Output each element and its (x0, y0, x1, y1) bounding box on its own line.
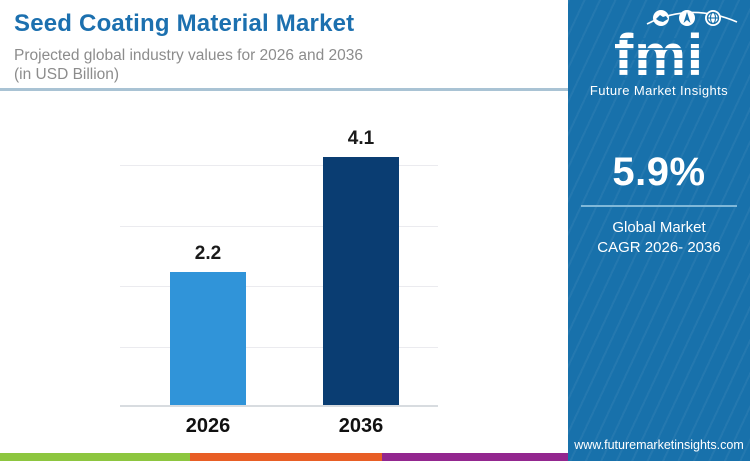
gridline-2 (120, 286, 438, 287)
footer-stripe-green (0, 453, 190, 461)
header: Seed Coating Material Market Projected g… (14, 10, 554, 84)
bar-value-label-2036: 4.1 (347, 128, 375, 149)
x-axis-label-2036: 2036 (338, 415, 384, 437)
bar-group-2026: 2.2 (170, 243, 246, 405)
x-axis-baseline (120, 405, 438, 407)
x-axis-label-2026: 2026 (185, 415, 231, 437)
gridline-1 (120, 346, 438, 348)
fmi-logo: fmi Future Market Insights (568, 8, 750, 98)
bar-2036 (323, 157, 399, 405)
globe-icon (705, 10, 721, 26)
cagr-label: Global Market CAGR 2026- 2036 (568, 218, 750, 258)
subtitle-line-1: Projected global industry values for 202… (14, 47, 363, 64)
page-subtitle: Projected global industry values for 202… (14, 47, 554, 84)
brand-wordmark: fmi (614, 23, 704, 88)
logo-badges-graphic (646, 10, 738, 26)
subtitle-line-2: (in USD Billion) (14, 65, 120, 83)
handshake-icon (653, 10, 669, 26)
footer-stripe-purple (382, 453, 568, 461)
bar-value-label-2026: 2.2 (194, 243, 222, 264)
cagr-divider (581, 205, 737, 207)
brand-sidebar: fmi Future Market Insights 5.9% Global M… (568, 0, 750, 461)
gridline-4 (120, 165, 438, 166)
gridline-3 (120, 225, 438, 227)
chart-panel: Seed Coating Material Market Projected g… (0, 10, 568, 461)
page-title: Seed Coating Material Market (14, 10, 355, 37)
header-divider (0, 88, 568, 91)
cagr-block: 5.9% Global Market CAGR 2026- 2036 (568, 150, 750, 258)
bar-2026 (170, 272, 246, 405)
logo-badge-row (568, 8, 750, 30)
brand-caption: Future Market Insights (589, 83, 729, 98)
bar-chart-plot-area: 2.2 4.1 (120, 128, 438, 407)
website-link[interactable]: www.futuremarketinsights.com (574, 438, 744, 452)
compass-icon (679, 10, 695, 26)
cagr-label-line-2: CAGR 2026- 2036 (597, 239, 721, 256)
cagr-value: 5.9% (612, 150, 706, 194)
bar-group-2036: 4.1 (323, 128, 399, 405)
x-axis-labels: 2026 2036 (120, 415, 438, 441)
cagr-label-line-1: Global Market (612, 219, 706, 236)
footer-stripe-orange (190, 453, 382, 461)
